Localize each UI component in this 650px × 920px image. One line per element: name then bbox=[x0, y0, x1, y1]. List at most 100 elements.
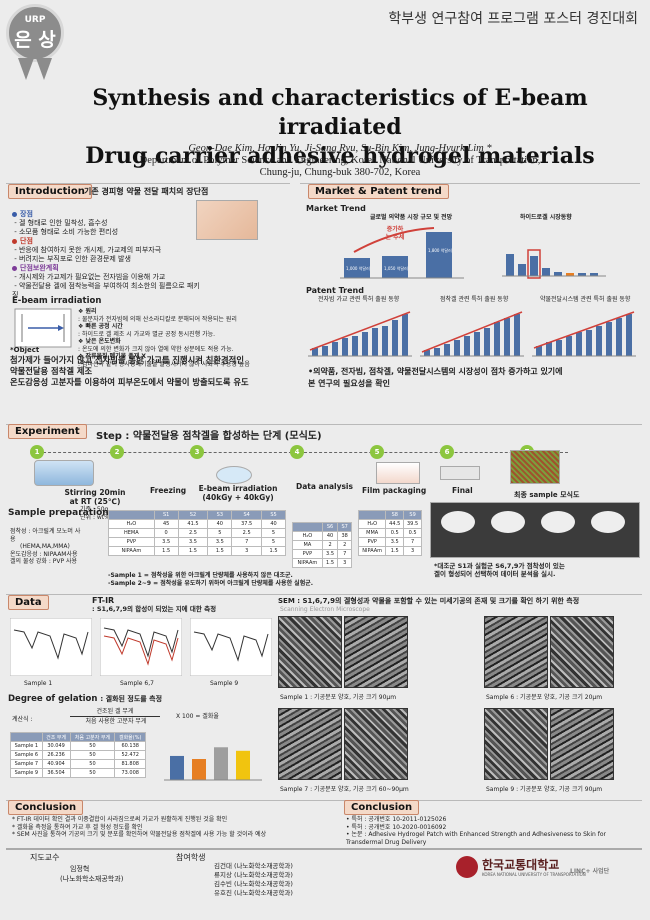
gel-title: Degree of gelation : 겔화된 정도를 측정 bbox=[8, 694, 163, 704]
footer-divider bbox=[6, 848, 642, 850]
table-cell: 1.5 bbox=[385, 546, 405, 556]
table-cell: MMA bbox=[357, 528, 387, 538]
packaging-image bbox=[376, 462, 420, 484]
sem-image bbox=[344, 616, 408, 688]
table-row: MMA 0.5 0.5 bbox=[357, 528, 422, 538]
patent-chart-title: 약물전달시스템 관련 특허 출원 동향 bbox=[540, 296, 631, 303]
table-cell: 건조 무게 bbox=[41, 732, 71, 742]
step-label: Stirring 20min at RT (25℃) bbox=[64, 488, 126, 506]
ebeam-diagram bbox=[14, 308, 72, 348]
sem-image bbox=[278, 708, 342, 780]
table-cell: 3 bbox=[337, 558, 352, 568]
table-cell: 40 bbox=[207, 519, 233, 529]
market-conclusion: •의약품, 전자빔, 점착겔, 약물전달시스템의 시장성이 점차 증가하고 있기… bbox=[308, 366, 638, 390]
affiliation: Department of Polymer Science and Engine… bbox=[139, 155, 541, 166]
badge-ribbon-right bbox=[36, 58, 52, 80]
poster-title: Synthesis and characteristics of E-beam … bbox=[60, 84, 620, 171]
experiment-header: Experiment bbox=[8, 424, 87, 439]
table-cell: 1.5 bbox=[261, 546, 286, 556]
sem-image bbox=[344, 708, 408, 780]
badge-ribbon-left bbox=[18, 58, 34, 80]
table-row: MA 2 2 bbox=[292, 540, 352, 550]
dot-icon bbox=[12, 211, 17, 217]
dot-icon bbox=[12, 238, 17, 244]
patent-chart-3 bbox=[532, 311, 636, 357]
table-cell: 50 bbox=[69, 741, 116, 751]
university-logo-icon bbox=[456, 856, 478, 878]
participants-list: 김건대 (나노화학소재공학과) 류지상 (나노화학소재공학과) 김수빈 (나노화… bbox=[214, 862, 293, 898]
table-cell bbox=[357, 510, 387, 520]
table-cell: 3 bbox=[403, 546, 422, 556]
conclusion-lines: * FT-IR 데이터 확인 결과 이중결합이 사라짐으로써 가교가 원활하게 … bbox=[12, 816, 332, 839]
sample-notes: -Sample 1 = 점착성을 위한 아크릴계 단량체를 사용하지 않은 대조… bbox=[108, 572, 428, 587]
table-cell: PVP bbox=[357, 537, 387, 547]
table-row: Sample 7 40.904 50 81.808 bbox=[10, 759, 146, 769]
table-cell: S6 bbox=[321, 522, 339, 532]
formula-label: 계산식 : bbox=[12, 716, 33, 723]
gel-chart bbox=[164, 747, 262, 781]
table-cell: 81.808 bbox=[114, 759, 146, 769]
composition-table-2: S6 S7 H₂O 40 38 MA 2 2 PVP 3.5 7 NIPAAm 1.5 3 bbox=[292, 522, 352, 568]
table-cell: 1.5 bbox=[207, 546, 233, 556]
sample-photo bbox=[430, 502, 640, 558]
sem-subtitle: Scanning Electron Microscope bbox=[280, 606, 370, 613]
ftir-chart-1 bbox=[10, 618, 92, 676]
table-row: H₂O 45 41.5 40 37.5 40 bbox=[108, 519, 286, 529]
badge-circle: URP 은 상 bbox=[6, 4, 64, 62]
table-cell: 0 bbox=[153, 528, 179, 538]
table-cell: 0.5 bbox=[385, 528, 405, 538]
con-item: - 버려지는 부직포로 인한 환경문제 발생 bbox=[12, 255, 131, 263]
prep-line: 온도감응성 : NIPAAM사용 bbox=[10, 550, 78, 558]
step-label: 최종 sample 모식도 bbox=[514, 491, 580, 499]
table-cell: S2 bbox=[177, 510, 209, 520]
table-cell: PVP bbox=[292, 549, 323, 559]
table-cell: 3.5 bbox=[207, 537, 233, 547]
table-row: NIPAAm 1.5 3 bbox=[357, 546, 422, 556]
table-cell: S7 bbox=[337, 522, 352, 532]
program-name: LINC+ 사업단 bbox=[570, 868, 610, 875]
sem-caption: Sample 9 : 기공분포 양호, 기공 크기 90μm bbox=[486, 786, 603, 793]
table-row: Sample 6 26.236 50 52.472 bbox=[10, 750, 146, 760]
table-cell: S4 bbox=[231, 510, 263, 520]
ebeam-point-head: ❖ 빠른 공정 시간 bbox=[78, 323, 123, 330]
table-cell: 3 bbox=[231, 546, 263, 556]
ebeam-point-body: : 하이드로 겔 제조 시 가교와 멸균 공정 동시진행 가능. bbox=[78, 330, 216, 338]
chart2-title: 하이드로겔 시장동향 bbox=[520, 214, 572, 221]
sem-image bbox=[550, 616, 614, 688]
table-cell: Sample 9 bbox=[10, 768, 43, 778]
table-cell: S1 bbox=[153, 510, 179, 520]
intro-header: Introduction bbox=[8, 184, 92, 199]
composition-table-3: S8 S9 H₂O 44.5 39.5 MMA 0.5 0.5 PVP 3.5 7 NIPAAm 1.5… bbox=[357, 510, 422, 556]
participant: 유호진 (나노화학소재공학과) bbox=[214, 889, 293, 897]
final-sample-image bbox=[510, 450, 560, 484]
prep-line: (HEMA,MA,MMA) bbox=[20, 543, 70, 550]
intro-pros: 장점 - 겔 형태로 인한 밀착성, 흡수성 - 소모품 형태로 소비 가능한 … bbox=[12, 210, 202, 300]
table-cell: 7 bbox=[337, 549, 352, 559]
patent-chart-2 bbox=[420, 311, 524, 357]
table-row: NIPAAm 1.5 1.5 1.5 3 1.5 bbox=[108, 546, 286, 556]
participant: 김건대 (나노화학소재공학과) bbox=[214, 862, 293, 870]
gel-bar bbox=[236, 750, 250, 780]
object-line: 약물전달용 점착겔 제조 bbox=[10, 366, 93, 376]
authors-block: Geon-Dae Kim, Ho-Jin Yu, Ji-Sang Ryu, Su… bbox=[60, 143, 620, 179]
conclusion-header: Conclusion bbox=[8, 800, 84, 815]
award-badge: URP 은 상 bbox=[6, 4, 64, 90]
market-conclusion-line: •의약품, 전자빔, 점착겔, 약물전달시스템의 시장성이 점차 증가하고 있기… bbox=[308, 367, 563, 376]
conclusion-line: * 겔화율 측정을 통하여 가교 후 겔 형성 정도를 확인 bbox=[12, 823, 143, 831]
step-marker: 6 bbox=[440, 445, 454, 459]
advisor-dept: (나노화학소재공학과) bbox=[60, 875, 124, 883]
prep-line: 점착성 : 아크릴계 모노머 사용 bbox=[10, 528, 81, 543]
pros-title: 장점 bbox=[12, 210, 202, 219]
badge-award: 은 상 bbox=[14, 29, 56, 51]
table-cell: 3.5 bbox=[321, 549, 339, 559]
table-cell: NIPAAm bbox=[292, 558, 323, 568]
patent-chart-title: 전자빔 가교 관련 특허 출원 동향 bbox=[318, 296, 400, 303]
intro-divider bbox=[6, 183, 290, 184]
table-cell: 5 bbox=[261, 528, 286, 538]
table-cell: 40 bbox=[261, 519, 286, 529]
table-header-row: S1 S2 S3 S4 S5 bbox=[108, 510, 286, 520]
petri-image bbox=[216, 466, 252, 484]
table-cell: 겔화율(%) bbox=[114, 732, 146, 742]
ftir-title: FT-IR bbox=[92, 596, 115, 605]
table-cell: 7 bbox=[231, 537, 263, 547]
